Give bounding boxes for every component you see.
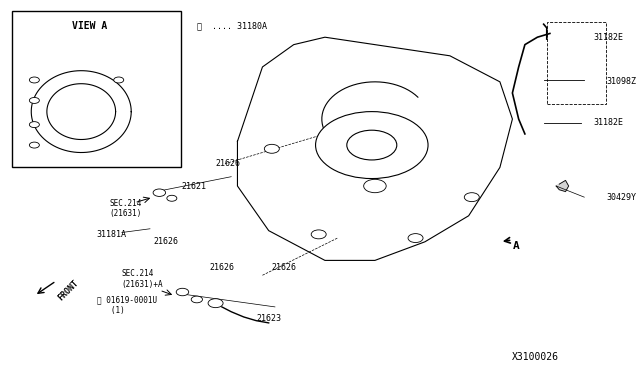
Circle shape <box>464 193 479 202</box>
Circle shape <box>408 234 423 243</box>
Text: 21626: 21626 <box>216 159 241 168</box>
Bar <box>13 11 181 167</box>
Circle shape <box>191 296 202 303</box>
Circle shape <box>311 230 326 239</box>
Circle shape <box>29 142 40 148</box>
Text: X3100026: X3100026 <box>513 352 559 362</box>
Text: SEC.214
(21631): SEC.214 (21631) <box>109 199 141 218</box>
Text: SEC.214
(21631)+A: SEC.214 (21631)+A <box>122 269 163 289</box>
Text: 21621: 21621 <box>181 182 206 190</box>
Text: 21623: 21623 <box>256 314 281 323</box>
Circle shape <box>208 299 223 308</box>
Circle shape <box>364 179 386 193</box>
Text: Ⓑ 01619-0001U
   (1): Ⓑ 01619-0001U (1) <box>97 295 157 315</box>
Text: 21626: 21626 <box>272 263 297 272</box>
Circle shape <box>114 77 124 83</box>
Text: 31181A: 31181A <box>97 230 127 239</box>
Text: VIEW A: VIEW A <box>72 21 107 31</box>
Text: 30429Y: 30429Y <box>606 193 636 202</box>
Text: Ⓐ  .... 31180A: Ⓐ .... 31180A <box>197 22 267 31</box>
Circle shape <box>176 288 189 296</box>
Text: 31182E: 31182E <box>594 33 623 42</box>
Text: 31182E: 31182E <box>594 118 623 127</box>
Circle shape <box>167 195 177 201</box>
Circle shape <box>316 112 428 179</box>
Text: 31098Z: 31098Z <box>606 77 636 86</box>
Text: 21626: 21626 <box>153 237 178 246</box>
Text: 21626: 21626 <box>209 263 234 272</box>
Text: FRONT: FRONT <box>56 278 80 302</box>
Circle shape <box>264 144 279 153</box>
Polygon shape <box>556 180 569 192</box>
Circle shape <box>29 122 40 128</box>
Circle shape <box>153 189 166 196</box>
Circle shape <box>29 97 40 103</box>
Bar <box>547 22 606 104</box>
Circle shape <box>29 77 40 83</box>
Text: A: A <box>513 241 519 250</box>
Circle shape <box>347 130 397 160</box>
